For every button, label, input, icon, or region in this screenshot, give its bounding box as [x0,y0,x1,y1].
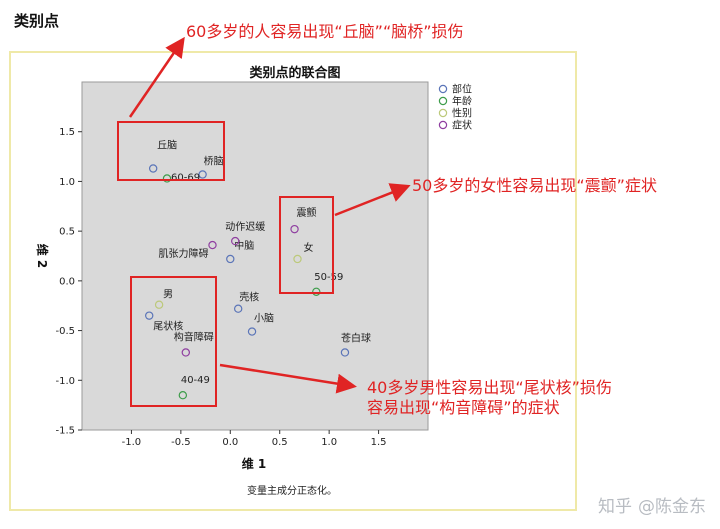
point-label: 动作迟缓 [225,220,265,233]
data-point [247,327,257,336]
data-point [162,174,172,183]
point-label: 肌张力障碍 [158,247,208,260]
point-label: 尾状核 [153,320,183,333]
annotation-arrow [334,183,411,217]
point-label: 小脑 [254,312,274,325]
data-point [226,254,235,264]
point-label: 震颤 [297,206,317,219]
legend-label: 症状 [452,119,472,132]
point-label: 构音障碍 [174,330,214,343]
annotation-text: 容易出现“构音障碍”的症状 [367,398,560,417]
y-tick-label: -1.5 [55,426,75,437]
highlight-box [130,276,217,407]
data-point [154,300,164,309]
y-tick-label: 1.0 [59,177,75,188]
x-tick-label: -1.0 [122,437,142,448]
x-tick-label: -0.5 [171,437,191,448]
annotation-arrow [128,36,185,118]
point-label: 女 [304,241,314,254]
point-label: 桥脑 [204,154,224,167]
x-tick-label: 0.0 [222,437,238,448]
footnote: 变量主成分正态化。 [247,484,337,497]
y-tick-label: 0.5 [59,227,75,238]
data-point [148,164,158,173]
legend-marker [438,120,448,130]
data-point [178,391,188,400]
annotation-text: 50多岁的女性容易出现“震颤”症状 [412,176,657,195]
y-tick-label: -1.0 [55,376,75,387]
data-point [290,224,299,234]
page-heading: 类别点 [14,12,60,30]
data-point [312,287,321,296]
data-point [181,348,190,357]
point-label: 中脑 [234,239,254,252]
annotation-arrow [219,363,357,394]
y-axis-title: 维 2 [35,244,50,269]
data-point [198,170,207,179]
watermark-platform: 知乎 [598,497,632,517]
data-point [233,304,243,313]
data-point [145,311,154,320]
point-label: 丘脑 [157,139,177,152]
annotation-text: 40多岁男性容易出现“尾状核”损伤 [367,378,612,397]
annotation-text: 60多岁的人容易出现“丘脑”“脑桥”损伤 [186,22,464,41]
point-label: 男 [163,289,173,301]
chart-title: 类别点的联合图 [249,65,340,81]
highlight-box [279,196,334,294]
point-label: 50-59 [314,272,343,283]
point-label: 壳核 [239,291,259,304]
legend-marker [438,96,448,106]
point-label: 40-49 [181,375,210,386]
data-point [340,348,350,357]
legend-label: 部位 [452,83,472,96]
legend-marker [438,84,448,94]
data-point [231,236,240,246]
legend-label: 性别 [452,107,472,120]
output-frame [9,51,577,511]
legend-marker [438,108,448,118]
point-label: 苍白球 [341,331,371,344]
y-tick-label: 0.0 [59,276,75,287]
highlight-box [117,121,225,181]
x-axis-title: 维 1 [242,456,267,471]
x-tick-label: 1.5 [371,437,387,448]
data-point [208,240,217,250]
x-tick-label: 0.5 [272,437,288,448]
y-tick-label: -0.5 [55,326,75,337]
x-tick-label: 1.0 [321,437,337,448]
legend-label: 年龄 [452,95,472,108]
data-point [293,254,302,264]
point-label: 60-69 [171,172,200,183]
watermark-author: @陈金东 [638,497,706,517]
watermark: 知乎 @陈金东 [598,492,706,517]
plot-area [81,81,429,431]
y-tick-label: 1.5 [59,127,75,138]
